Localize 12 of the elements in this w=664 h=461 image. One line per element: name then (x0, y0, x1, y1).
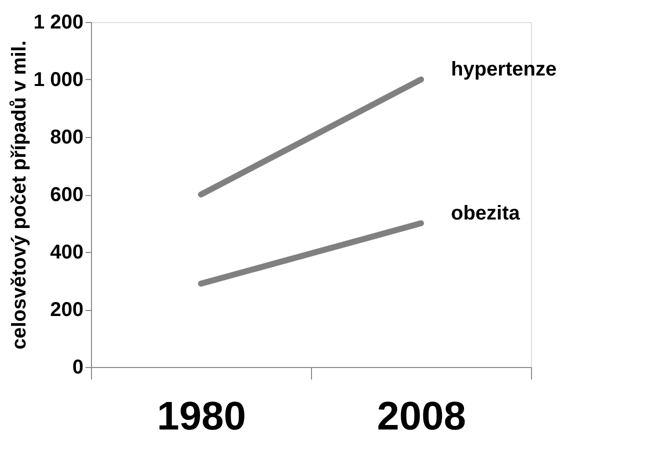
series-label: hypertenze (451, 58, 557, 80)
y-tick-label: 600 (50, 184, 84, 206)
y-axis-title: celosvětový počet případů v mil. (8, 40, 30, 350)
y-tick-label: 0 (72, 356, 84, 378)
x-tick-label: 2008 (377, 394, 466, 438)
y-tick-label: 400 (50, 242, 84, 264)
y-tick-label: 1 200 (33, 12, 84, 34)
y-tick-label: 1 000 (33, 69, 84, 91)
series-label: obezita (451, 202, 521, 224)
y-tick-label: 800 (50, 126, 84, 148)
y-tick-label: 200 (50, 299, 84, 321)
x-tick-label: 1980 (157, 394, 246, 438)
